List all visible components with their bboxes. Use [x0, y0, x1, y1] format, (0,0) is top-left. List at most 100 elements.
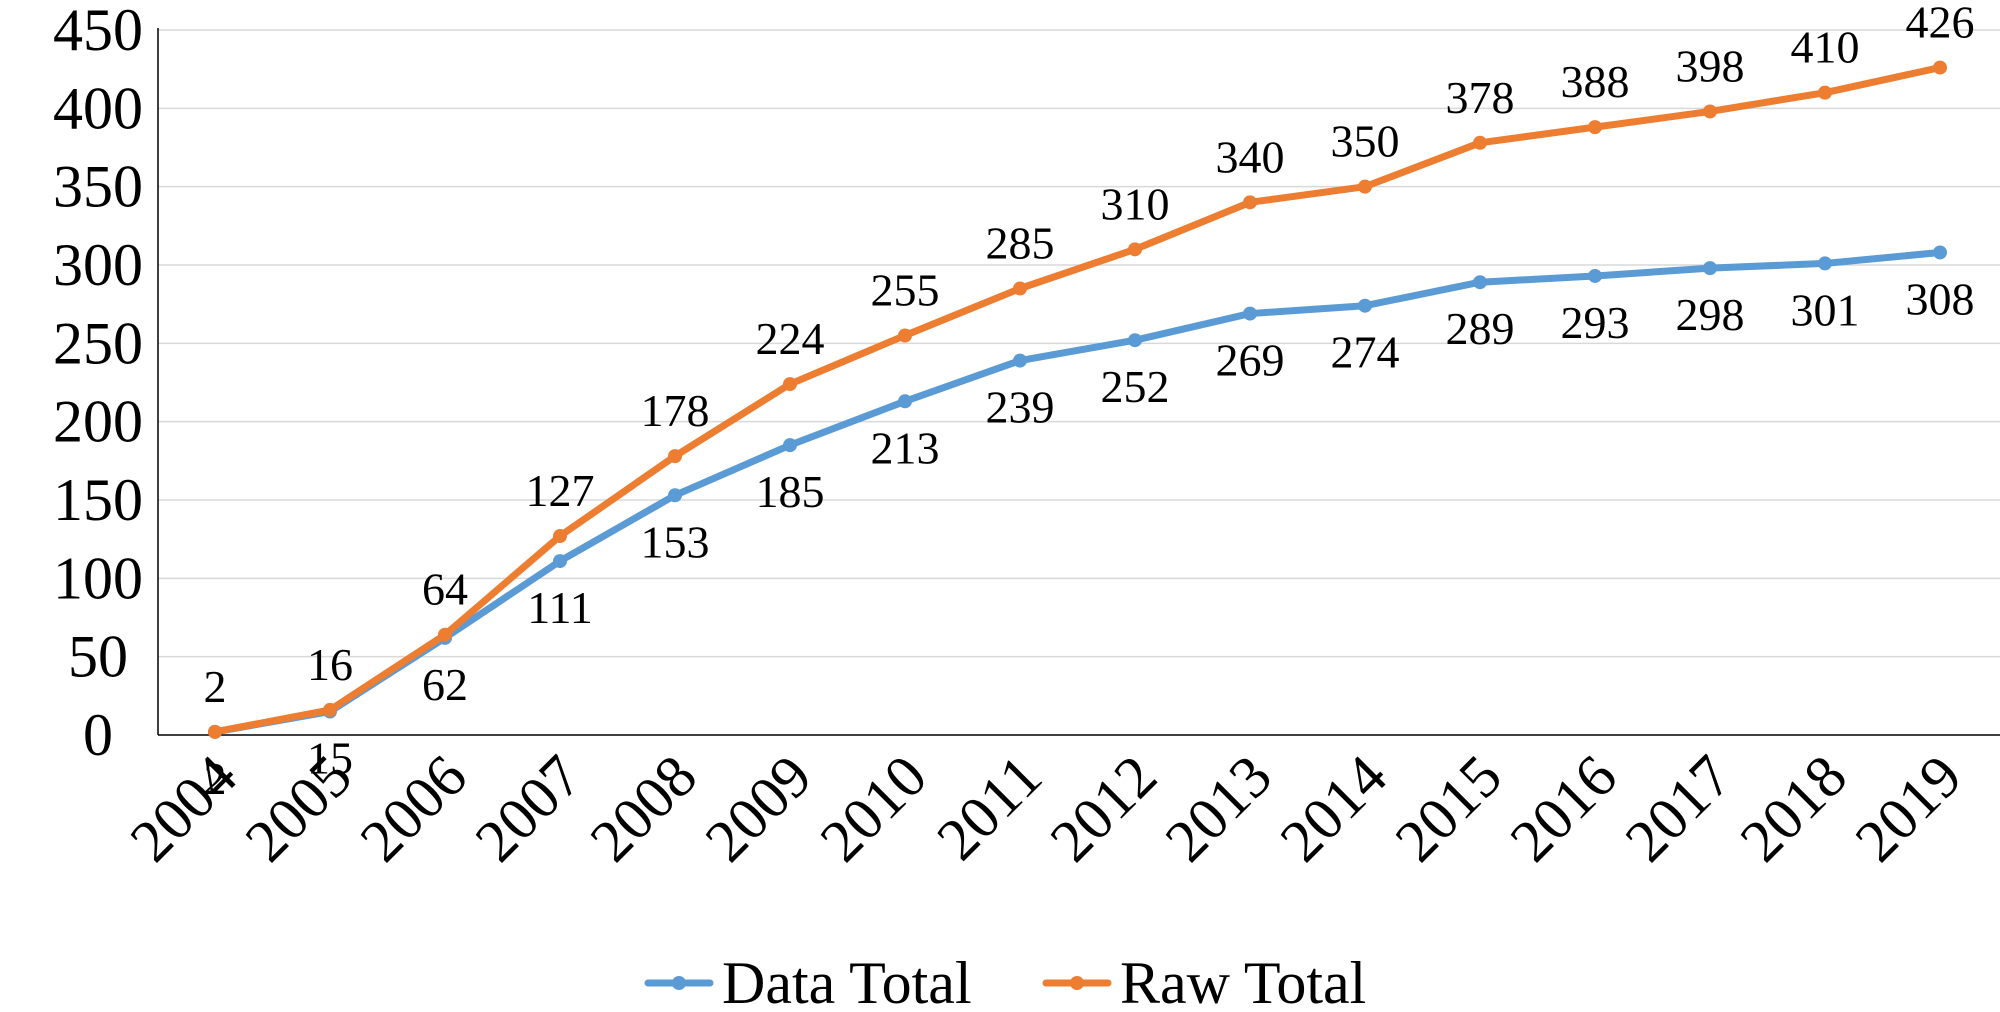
x-tick-label: 2009: [693, 743, 825, 875]
data-label: 178: [641, 385, 710, 436]
data-label: 153: [641, 516, 710, 567]
data-point: [553, 529, 567, 544]
data-label: 269: [1216, 335, 1285, 386]
data-label: 127: [526, 465, 595, 516]
x-tick-label: 2011: [924, 743, 1054, 873]
data-point: [1703, 261, 1717, 276]
data-label: 378: [1446, 72, 1515, 123]
data-point: [668, 449, 682, 464]
data-label: 16: [307, 639, 353, 690]
x-tick-label: 2007: [463, 743, 595, 875]
y-tick-label: 50: [68, 624, 128, 690]
data-label: 213: [871, 422, 940, 473]
y-tick-label: 0: [83, 702, 113, 768]
x-tick-label: 2017: [1613, 743, 1745, 875]
data-label: 350: [1331, 116, 1400, 167]
x-tick-label: 2018: [1728, 743, 1860, 875]
axes: [157, 28, 2000, 736]
data-label: 410: [1791, 22, 1860, 73]
data-point: [1128, 333, 1142, 348]
y-tick-label: 200: [53, 389, 143, 455]
data-label: 388: [1561, 56, 1630, 107]
data-label: 2: [204, 661, 227, 712]
data-point: [1703, 104, 1717, 119]
data-point: [898, 394, 912, 409]
data-point: [1818, 85, 1832, 100]
data-point: [1243, 195, 1257, 210]
y-tick-label: 450: [53, 0, 143, 63]
y-tick-label: 100: [53, 545, 143, 611]
y-tick-label: 300: [53, 232, 143, 298]
series: [208, 60, 1947, 739]
data-label: 15: [307, 733, 353, 784]
data-labels: 2 15 62 111 153 185 213 239 252 269 274 289 293 298 30…: [204, 0, 1975, 804]
data-label: 298: [1676, 289, 1745, 340]
data-label: 239: [986, 382, 1055, 433]
data-label: 274: [1331, 327, 1400, 378]
data-label: 426: [1906, 0, 1975, 48]
data-label: 62: [422, 659, 468, 710]
series-line-data-total: [211, 248, 1944, 736]
data-point: [1933, 245, 1947, 260]
x-tick-label: 2008: [578, 743, 710, 875]
x-tick-label: 2006: [348, 743, 480, 875]
data-label: 293: [1561, 297, 1630, 348]
legend-item: Raw Total: [1042, 950, 1366, 1012]
legend-swatch-marker: [1070, 976, 1084, 990]
data-label: 224: [756, 313, 825, 364]
data-label: 308: [1906, 273, 1975, 324]
data-label: 252: [1101, 361, 1170, 412]
data-point: [1588, 268, 1602, 283]
data-label: 398: [1676, 40, 1745, 91]
legend-label: Data Total: [722, 950, 972, 1012]
y-tick-label: 250: [53, 310, 143, 376]
data-label: 255: [871, 265, 940, 316]
x-tick-label: 2015: [1383, 743, 1515, 875]
data-label: 301: [1791, 284, 1860, 335]
data-point: [1588, 120, 1602, 135]
data-label: 2: [204, 753, 227, 804]
x-tick-label: 2013: [1153, 743, 1285, 875]
legend-item: Data Total: [644, 950, 972, 1012]
x-tick-label: 2016: [1498, 743, 1630, 875]
x-axis-ticks: 2004200520062007200820092010201120122013…: [118, 743, 1975, 875]
data-point: [208, 724, 222, 739]
data-label: 64: [422, 564, 468, 615]
y-tick-label: 350: [53, 154, 143, 220]
data-label: 285: [986, 218, 1055, 269]
series-line-raw-total: [211, 64, 1944, 736]
legend-label: Raw Total: [1120, 950, 1366, 1012]
data-label: 310: [1101, 178, 1170, 229]
data-point: [668, 488, 682, 503]
legend: Data Total Raw Total: [644, 950, 1366, 1012]
data-label: 289: [1446, 303, 1515, 354]
data-point: [1933, 60, 1947, 75]
data-label: 111: [527, 582, 593, 633]
data-point: [783, 377, 797, 392]
data-point: [783, 438, 797, 453]
gridlines: [158, 29, 2000, 658]
y-tick-label: 400: [53, 75, 143, 141]
data-point: [1818, 256, 1832, 271]
data-point: [1243, 306, 1257, 321]
data-point: [1013, 353, 1027, 368]
data-point: [1473, 135, 1487, 150]
data-label: 185: [756, 466, 825, 517]
x-tick-label: 2012: [1038, 743, 1170, 875]
data-point: [1473, 275, 1487, 290]
data-point: [1128, 242, 1142, 257]
y-tick-label: 150: [53, 467, 143, 533]
data-point: [898, 328, 912, 343]
x-tick-label: 2019: [1843, 743, 1975, 875]
data-point: [1013, 281, 1027, 296]
data-label: 340: [1216, 131, 1285, 182]
data-point: [438, 627, 452, 642]
data-point: [1358, 298, 1372, 313]
x-tick-label: 2014: [1268, 743, 1400, 875]
data-point: [1358, 179, 1372, 194]
data-point: [553, 554, 567, 569]
x-tick-label: 2004: [118, 743, 250, 875]
data-point: [323, 702, 337, 717]
